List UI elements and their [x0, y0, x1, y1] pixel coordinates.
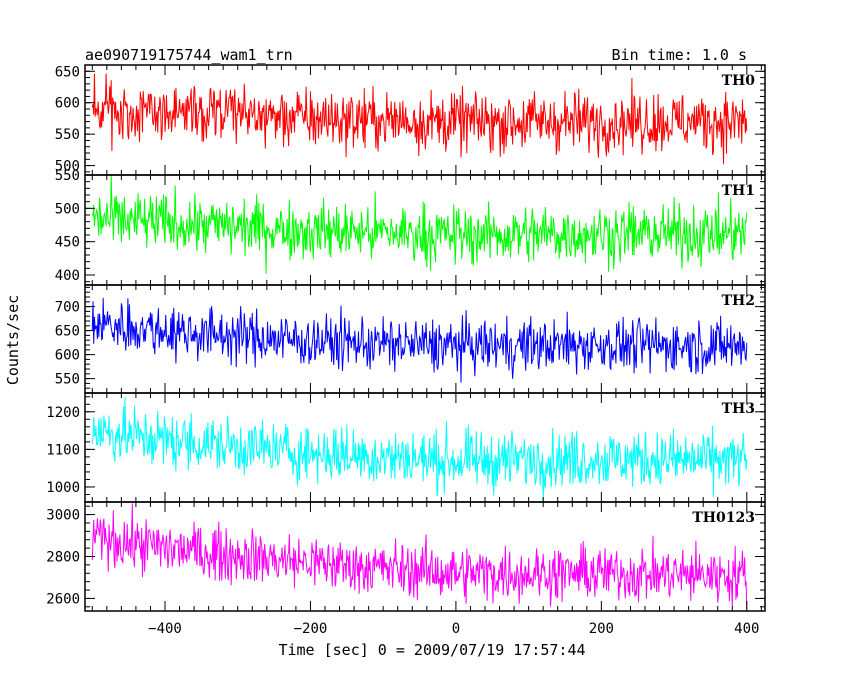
- y-tick-label: 2600: [46, 591, 80, 607]
- y-tick-label: 500: [55, 201, 80, 217]
- bin-time-label: Bin time: 1.0 s: [612, 46, 747, 64]
- panel-label-th1: TH1: [722, 183, 755, 199]
- y-tick-label: 1000: [46, 480, 80, 496]
- panel-label-th2: TH2: [722, 293, 755, 309]
- y-tick-label: 650: [55, 324, 80, 340]
- series-line-th2: [91, 297, 748, 383]
- panel-label-th0123: TH0123: [692, 510, 755, 526]
- y-tick-label: 550: [55, 127, 80, 143]
- panel-label-th0: TH0: [722, 73, 756, 89]
- y-axis-label: Counts/sec: [4, 295, 22, 385]
- series-line-th0: [91, 73, 748, 165]
- y-tick-label: 400: [55, 268, 80, 284]
- panel-label-th3: TH3: [722, 401, 755, 417]
- x-tick-label: 200: [589, 621, 614, 637]
- x-tick-label: −400: [148, 621, 182, 637]
- y-tick-label: 700: [55, 300, 80, 316]
- x-tick-label: 0: [452, 621, 460, 637]
- y-tick-label: 550: [55, 372, 80, 388]
- y-tick-label: 600: [55, 96, 80, 112]
- series-line-th3: [91, 396, 748, 502]
- y-tick-label: 1200: [46, 405, 80, 421]
- y-tick-label: 600: [55, 348, 80, 364]
- y-tick-label: 550: [55, 168, 80, 184]
- y-tick-label: 650: [55, 64, 80, 80]
- y-tick-label: 1100: [46, 442, 80, 458]
- chart-title: ae090719175744_wam1_trn: [85, 46, 293, 64]
- y-tick-label: 3000: [46, 508, 80, 524]
- series-line-th0123: [91, 503, 748, 611]
- x-tick-label: −200: [294, 621, 328, 637]
- y-tick-label: 500: [55, 159, 80, 175]
- x-tick-label: 400: [734, 621, 759, 637]
- series-line-th1: [91, 175, 748, 274]
- y-tick-label: 2800: [46, 550, 80, 566]
- y-tick-label: 450: [55, 235, 80, 251]
- x-axis-label: Time [sec] 0 = 2009/07/19 17:57:44: [278, 641, 585, 659]
